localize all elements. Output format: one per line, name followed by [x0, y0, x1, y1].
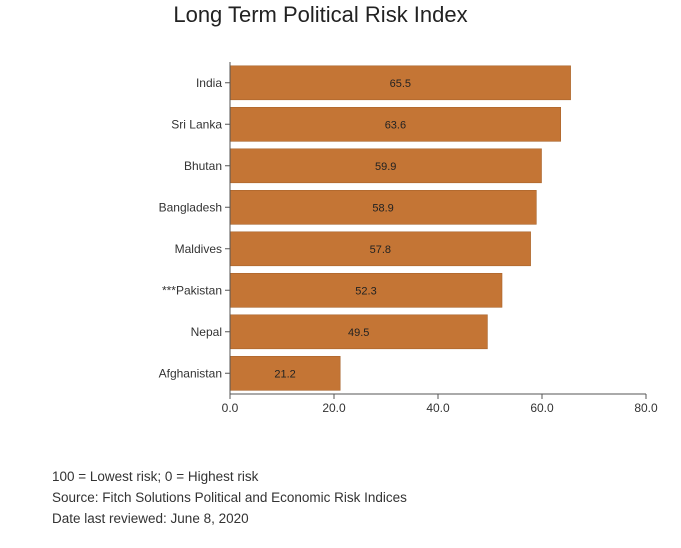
bar-value-label: 59.9	[375, 161, 396, 173]
bar-value-label: 57.8	[370, 244, 391, 256]
scale-note: 100 = Lowest risk; 0 = Highest risk	[52, 469, 259, 484]
category-label: Bhutan	[184, 159, 222, 173]
category-label: Maldives	[175, 242, 222, 256]
category-label: Sri Lanka	[171, 117, 222, 131]
bar-value-label: 65.5	[390, 78, 411, 90]
category-label: Bangladesh	[159, 200, 222, 214]
bar-value-label: 63.6	[385, 119, 406, 131]
bar	[229, 148, 542, 184]
category-label: India	[196, 76, 222, 90]
bar-value-label: 49.5	[348, 327, 369, 339]
bar-chart: 65.5 India 63.6 Sri Lanka 59.9 Bhutan 58.9 Bang…	[159, 62, 658, 415]
bar-value-label: 21.2	[274, 368, 295, 380]
bar-value-label: 58.9	[372, 202, 393, 214]
bar-value-label: 52.3	[355, 285, 376, 297]
source-note: Source: Fitch Solutions Political and Ec…	[52, 490, 407, 505]
x-tick-label: 80.0	[634, 401, 658, 415]
x-tick-label: 60.0	[530, 401, 554, 415]
bar	[229, 314, 488, 350]
reviewed-note: Date last reviewed: June 8, 2020	[52, 511, 249, 526]
bar	[229, 355, 341, 391]
category-label: Afghanistan	[159, 366, 222, 380]
x-tick-label: 20.0	[322, 401, 346, 415]
category-label: ***Pakistan	[162, 283, 222, 297]
bar	[229, 231, 531, 267]
x-tick-label: 40.0	[426, 401, 450, 415]
chart-notes: 100 = Lowest risk; 0 = Highest risk Sour…	[52, 466, 407, 529]
bar	[229, 65, 571, 101]
chart-title: Long Term Political Risk Index	[173, 2, 468, 27]
bar	[229, 272, 503, 308]
x-tick-label: 0.0	[222, 401, 239, 415]
category-label: Nepal	[191, 325, 222, 339]
bar	[229, 107, 562, 142]
bar	[229, 190, 537, 225]
